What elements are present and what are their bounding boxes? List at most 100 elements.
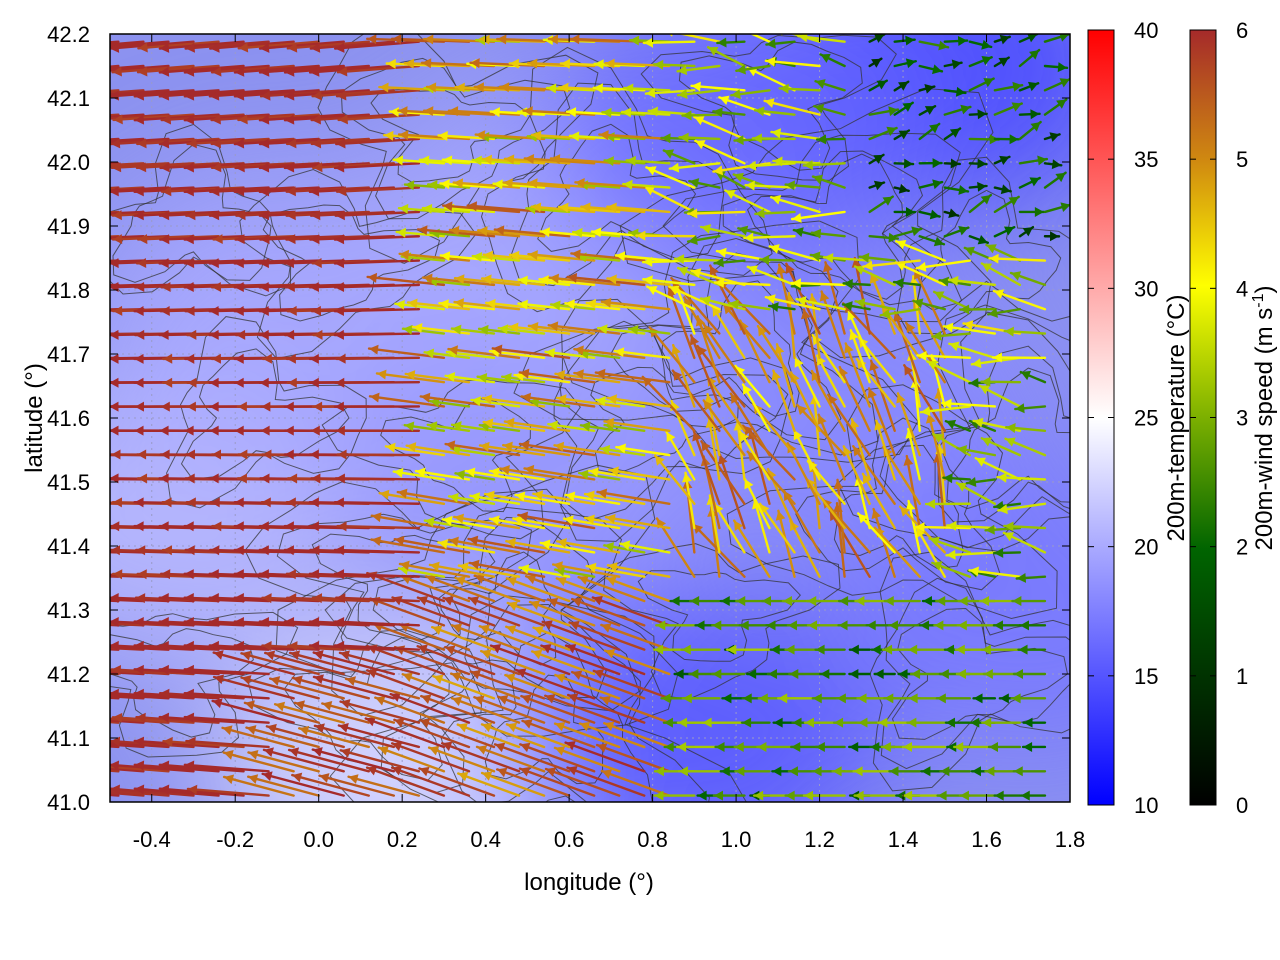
wind-arrow-369	[775, 509, 796, 578]
wind-arrow-986	[1018, 176, 1041, 189]
wind-arrow-860	[673, 254, 721, 265]
wind-arrow-1204	[749, 34, 771, 43]
wind-arrow-939	[754, 208, 796, 219]
wind-arrow-444	[743, 477, 771, 530]
wind-arrow-589	[547, 420, 596, 432]
wind-arrow-777	[485, 298, 546, 311]
wind-arrow-1010	[625, 155, 671, 166]
wind-arrow-735	[401, 324, 446, 335]
wind-arrow-278	[333, 616, 421, 627]
wind-arrow-126	[339, 699, 421, 724]
wind-arrow-1077	[388, 107, 446, 118]
wind-arrow-153	[110, 695, 145, 700]
wind-arrow-569	[1004, 437, 1047, 457]
wind-arrow-156	[133, 688, 220, 700]
wind-arrow-1146	[183, 64, 270, 77]
wind-arrow-46	[247, 749, 320, 773]
x-tick-label: 1.4	[888, 827, 919, 852]
wind-arrow-738	[477, 324, 521, 335]
wind-arrow-1132	[868, 79, 889, 92]
wind-arrow-781	[585, 298, 646, 311]
wind-arrow-1015	[745, 160, 796, 171]
wind-arrow-584	[426, 421, 471, 432]
wind-arrow-439	[583, 514, 646, 530]
wind-arrow-43	[158, 760, 245, 773]
wind-arrow-873	[988, 253, 1047, 264]
wind-arrow-376	[931, 561, 972, 578]
wind-arrow-662	[476, 372, 521, 384]
wind-arrow-1067	[112, 113, 195, 125]
wind-arrow-128	[389, 692, 471, 724]
y-tick-label: 41.1	[47, 726, 90, 751]
wind-arrow-354	[333, 569, 421, 580]
wind-arrow-1091	[753, 106, 796, 117]
wind-arrow-1136	[968, 77, 995, 92]
wind-arrow-1126	[676, 89, 721, 100]
wind-arrow-31	[853, 790, 896, 801]
wind-arrow-659	[375, 369, 446, 384]
wind-arrow-942	[868, 195, 894, 214]
wind-arrow-4	[133, 784, 220, 797]
wind-arrow-218	[788, 669, 821, 679]
wind-arrow-623	[419, 392, 496, 408]
wind-arrow-303	[1018, 620, 1047, 631]
wind-arrow-698	[423, 348, 471, 360]
wind-arrow-950	[110, 186, 120, 190]
wind-arrow-567	[956, 444, 997, 457]
contour-line	[726, 384, 1058, 620]
wind-arrow-671	[702, 323, 746, 384]
wind-arrow-1034	[233, 137, 320, 149]
wind-arrow-861	[713, 257, 746, 268]
wind-arrow-760	[110, 308, 120, 311]
wind-arrow-490	[924, 499, 972, 510]
wind-arrow-773	[394, 299, 446, 311]
wind-arrow-243	[430, 625, 496, 651]
wind-arrow-127	[374, 696, 446, 724]
wind-arrow-907	[943, 226, 970, 238]
wind-arrow-106	[848, 741, 871, 752]
contour-line	[678, 41, 863, 171]
wind-arrow-938	[724, 189, 771, 214]
wind-arrow-117	[111, 712, 195, 724]
wind-arrow-72	[939, 766, 972, 777]
wind-arrow-1080	[447, 106, 521, 117]
wind-arrow-487	[851, 445, 896, 505]
wind-arrow-528	[942, 473, 972, 484]
wind-arrow-240	[333, 640, 421, 651]
wind-arrow-722	[110, 332, 120, 335]
wind-arrow-1139	[1043, 77, 1070, 92]
wind-arrow-249	[568, 620, 646, 651]
wind-arrow-1173	[943, 59, 963, 70]
wind-arrow-848	[333, 258, 421, 269]
wind-arrow-1074	[283, 113, 370, 125]
wind-arrow-133	[520, 694, 596, 724]
wind-arrow-468	[333, 497, 421, 508]
wind-arrow-193	[110, 664, 195, 676]
wind-arrow-1123	[592, 83, 646, 94]
wind-arrow-152	[110, 696, 120, 700]
wind-arrow-246	[505, 625, 571, 651]
wind-arrow-1086	[620, 107, 671, 118]
wind-arrow-187	[972, 693, 997, 704]
wind-arrow-787	[767, 302, 796, 313]
wind-arrow-1149	[258, 64, 345, 77]
wind-arrow-601	[869, 359, 896, 432]
wind-arrow-1174	[968, 55, 993, 68]
wind-arrow-530	[974, 456, 1022, 481]
wind-arrow-49	[311, 747, 396, 773]
wind-arrow-739	[497, 324, 546, 335]
wind-arrow-663	[500, 372, 546, 384]
wind-arrow-945	[943, 208, 960, 219]
wind-arrow-833	[947, 275, 997, 287]
wind-arrow-948	[1018, 206, 1046, 217]
wind-arrow-1143	[111, 64, 195, 77]
wind-arrow-132	[496, 695, 571, 724]
wind-arrow-238	[287, 641, 370, 652]
wind-arrow-81	[162, 736, 245, 749]
wind-arrow-772	[333, 305, 421, 316]
wind-arrow-562	[827, 393, 871, 457]
wind-arrow-209	[530, 649, 596, 676]
wind-arrow-1023	[993, 155, 1011, 166]
wind-arrow-1071	[210, 113, 295, 125]
wind-arrow-1131	[814, 79, 846, 92]
